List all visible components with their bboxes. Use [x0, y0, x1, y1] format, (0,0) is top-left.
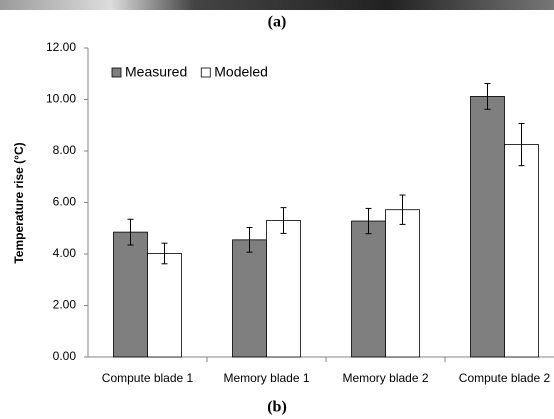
bar — [386, 210, 420, 357]
y-tick-label: 2.00 — [53, 298, 77, 312]
legend-label: Modeled — [214, 64, 268, 80]
bar — [267, 221, 301, 357]
y-tick-label: 8.00 — [53, 143, 77, 157]
x-tick-label: Compute blade 2 — [459, 371, 551, 385]
page: (a) (b) Temperature rise (°C) 0.00 2.00 4.… — [0, 0, 554, 419]
x-tick-label: Memory blade 1 — [223, 371, 309, 385]
chart: (a) (b) Temperature rise (°C) 0.00 2.00 4.… — [0, 0, 554, 419]
bar — [471, 96, 505, 357]
y-tick-label: 6.00 — [53, 195, 77, 209]
bar — [114, 232, 148, 357]
y-tick-label: 0.00 — [53, 349, 77, 363]
bar — [352, 221, 386, 357]
legend-label: Measured — [125, 64, 187, 80]
panel-label: (b) — [267, 399, 287, 416]
y-axis-label: Temperature rise (°C) — [12, 142, 26, 263]
y-tick-label: 12.00 — [46, 40, 76, 54]
photo-strip — [0, 0, 554, 10]
y-tick-label: 4.00 — [53, 246, 77, 260]
legend-swatch — [112, 68, 121, 77]
x-tick-label: Memory blade 2 — [342, 371, 428, 385]
bar — [148, 253, 182, 357]
bar — [505, 145, 539, 357]
legend-swatch — [201, 68, 210, 77]
bar — [233, 240, 267, 357]
x-tick-label: Compute blade 1 — [102, 371, 194, 385]
panel-label: (a) — [268, 14, 287, 31]
y-tick-label: 10.00 — [46, 92, 76, 106]
